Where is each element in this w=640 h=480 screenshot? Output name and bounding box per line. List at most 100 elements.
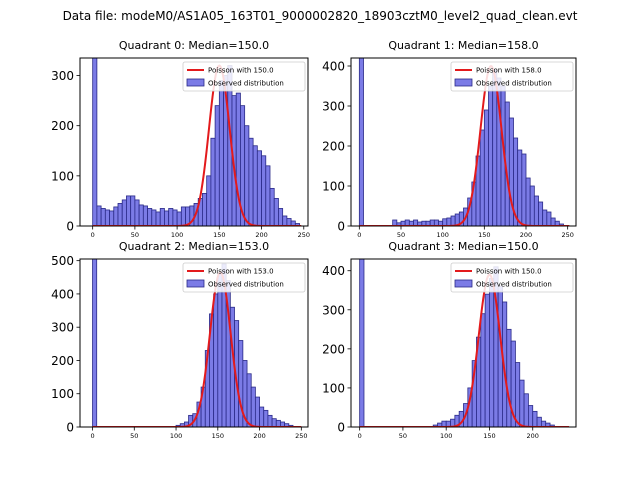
histogram-bar	[172, 209, 178, 226]
histogram-bar	[528, 405, 534, 427]
y-tick-label: 0	[337, 220, 345, 234]
y-tick-label: 200	[51, 354, 74, 368]
x-tick-label: 150	[483, 432, 495, 440]
legend-box	[450, 262, 574, 293]
quadrant-1-panel: Quadrant 1: Median=158.0 0 50 100 150 200 250 0…	[322, 39, 577, 239]
histogram-bar	[92, 259, 98, 427]
x-tick-label: 50	[130, 432, 138, 440]
histogram-bar	[113, 206, 119, 226]
y-tick-label: 0	[337, 421, 345, 435]
histogram-bar	[271, 418, 277, 427]
legend: Poisson with 150.0 Observed distribution	[182, 61, 306, 92]
x-tick-label: 100	[171, 231, 183, 239]
x-tick-label: 200	[255, 231, 267, 239]
histogram-bar	[214, 105, 220, 226]
legend-observed-swatch	[186, 78, 205, 87]
histogram-bar	[273, 198, 279, 226]
panel-title: Quadrant 1: Median=158.0	[388, 39, 538, 52]
histogram-bar	[259, 406, 265, 427]
histogram-bar	[218, 80, 224, 226]
x-tick-label: 50	[399, 432, 407, 440]
legend-box	[182, 61, 306, 92]
legend-observed-label: Observed distribution	[476, 281, 552, 289]
legend-poisson-label: Poisson with 150.0	[476, 268, 542, 276]
x-tick-label: 200	[520, 231, 532, 239]
histogram-bar	[523, 393, 529, 427]
histogram-bar	[278, 208, 284, 226]
histogram-bar	[359, 259, 365, 427]
histogram-bar	[217, 273, 223, 427]
x-tick-label: 50	[397, 231, 405, 239]
histogram-bar	[506, 328, 512, 427]
histogram-bar	[269, 187, 275, 226]
panel-title: Quadrant 3: Median=150.0	[388, 240, 538, 253]
y-tick-label: 100	[51, 387, 74, 401]
legend-box	[182, 262, 306, 293]
x-tick-label: 150	[213, 231, 225, 239]
legend: Poisson with 150.0 Observed distribution	[450, 262, 574, 293]
x-tick-label: 100	[436, 231, 448, 239]
histogram-bar	[519, 379, 525, 427]
legend-box	[450, 61, 574, 92]
axes-frame	[79, 258, 309, 428]
histogram-bar	[168, 208, 174, 226]
histogram-bar	[250, 386, 256, 427]
histogram-bar	[538, 201, 544, 226]
histogram-bar	[92, 58, 98, 226]
histogram-bar	[151, 209, 157, 226]
x-tick-label: 250	[295, 432, 307, 440]
histogram-bar	[358, 58, 364, 226]
histogram-bar	[246, 373, 252, 427]
y-tick-label: 400	[322, 60, 345, 74]
histogram-bar	[515, 362, 521, 427]
axes-frame	[350, 258, 577, 428]
y-tick-label: 0	[66, 220, 74, 234]
histogram-bar	[517, 149, 523, 226]
histogram-bar	[254, 396, 260, 427]
y-tick-label: 200	[322, 140, 345, 154]
y-tick-label: 100	[322, 381, 345, 395]
histogram-bar	[484, 293, 490, 427]
histogram-bar	[265, 165, 271, 226]
x-tick-label: 0	[90, 432, 94, 440]
histogram-bar	[164, 210, 170, 226]
y-tick-label: 400	[322, 264, 345, 278]
histogram-bar	[176, 211, 182, 226]
x-tick-label: 0	[91, 231, 95, 239]
histogram-bar	[488, 85, 494, 226]
y-tick-label: 300	[51, 69, 74, 83]
y-tick-label: 200	[51, 119, 74, 133]
y-tick-label: 0	[66, 421, 74, 435]
y-tick-label: 100	[51, 169, 74, 183]
histogram-bar	[147, 208, 153, 226]
legend-observed-label: Observed distribution	[476, 80, 552, 88]
histogram-bar	[109, 210, 115, 226]
axes-frame	[350, 57, 577, 227]
histogram-bar	[442, 218, 448, 226]
histogram-bar	[282, 215, 288, 226]
y-tick-label: 300	[51, 321, 74, 335]
axes-frame	[79, 57, 309, 227]
histogram-bar	[117, 203, 123, 226]
histogram-bar	[450, 215, 456, 226]
histogram-bar	[130, 195, 136, 226]
x-tick-label: 250	[298, 231, 310, 239]
histogram-bar	[446, 217, 452, 226]
quadrant-3-panel: Quadrant 3: Median=150.0 0 50 100 150 200 0 100…	[322, 240, 577, 440]
histogram-bar	[521, 153, 527, 226]
x-tick-label: 200	[527, 432, 539, 440]
histogram-bar	[96, 205, 102, 226]
histogram-bar	[142, 205, 148, 226]
histogram-bar	[210, 137, 216, 226]
quadrant-0-panel: Quadrant 0: Median=150.0 0 50 100 150 200 250 0…	[51, 39, 310, 239]
histogram-bar	[263, 409, 269, 427]
histogram-bar	[525, 177, 531, 226]
histogram-bar	[104, 209, 110, 226]
y-tick-label: 400	[51, 287, 74, 301]
x-tick-label: 150	[478, 231, 490, 239]
histogram-bar	[479, 129, 485, 226]
histogram-bar	[134, 199, 140, 226]
histogram-bar	[256, 150, 262, 226]
legend-observed-swatch	[454, 78, 473, 87]
y-tick-label: 300	[322, 303, 345, 317]
